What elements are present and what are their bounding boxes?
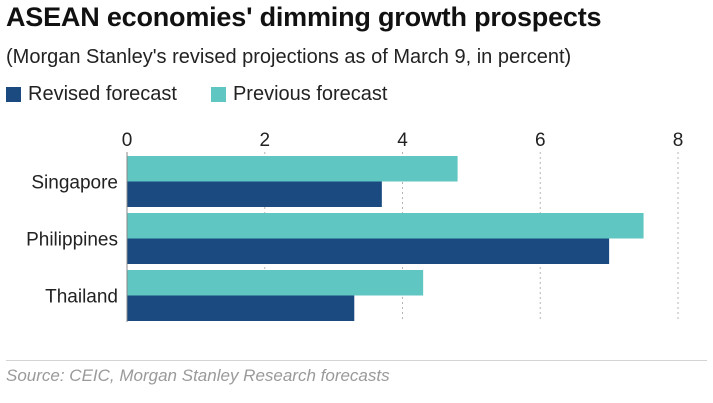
bar-singapore-previous: [127, 156, 458, 182]
bar-philippines-revised: [127, 238, 610, 264]
bar-philippines-previous: [127, 213, 644, 239]
x-tick-label-0: 0: [122, 130, 133, 151]
chart-subtitle: (Morgan Stanley's revised projections as…: [6, 46, 572, 68]
x-tick-label-8: 8: [673, 130, 684, 151]
legend-swatch-revised: [6, 86, 21, 102]
category-label-singapore: Singapore: [31, 173, 118, 194]
legend-item-previous: Previous forecast: [210, 82, 388, 106]
legend-label-previous: Previous forecast: [232, 82, 388, 105]
source-note: Source: CEIC, Morgan Stanley Research fo…: [6, 366, 390, 385]
category-label-thailand: Thailand: [45, 287, 118, 308]
label-layer: 0 2 4 6 8 Singapore Philippines Thailand: [26, 130, 683, 322]
legend-item-revised: Revised forecast: [6, 83, 177, 106]
legend-label-revised: Revised forecast: [28, 82, 177, 105]
source-divider: [6, 360, 707, 361]
bar-thailand-previous: [127, 270, 424, 296]
chart-title: ASEAN economies' dimming growth prospect…: [6, 2, 602, 32]
legend: Revised forecast Previous forecast: [6, 82, 421, 106]
bar-layer: [127, 156, 644, 321]
x-tick-label-4: 4: [397, 130, 408, 151]
bar-thailand-revised: [127, 295, 355, 321]
bar-singapore-revised: [127, 181, 382, 207]
legend-swatch-previous: [210, 86, 226, 102]
x-tick-label-6: 6: [535, 130, 546, 151]
category-label-philippines: Philippines: [26, 230, 118, 251]
x-tick-label-2: 2: [259, 130, 270, 151]
